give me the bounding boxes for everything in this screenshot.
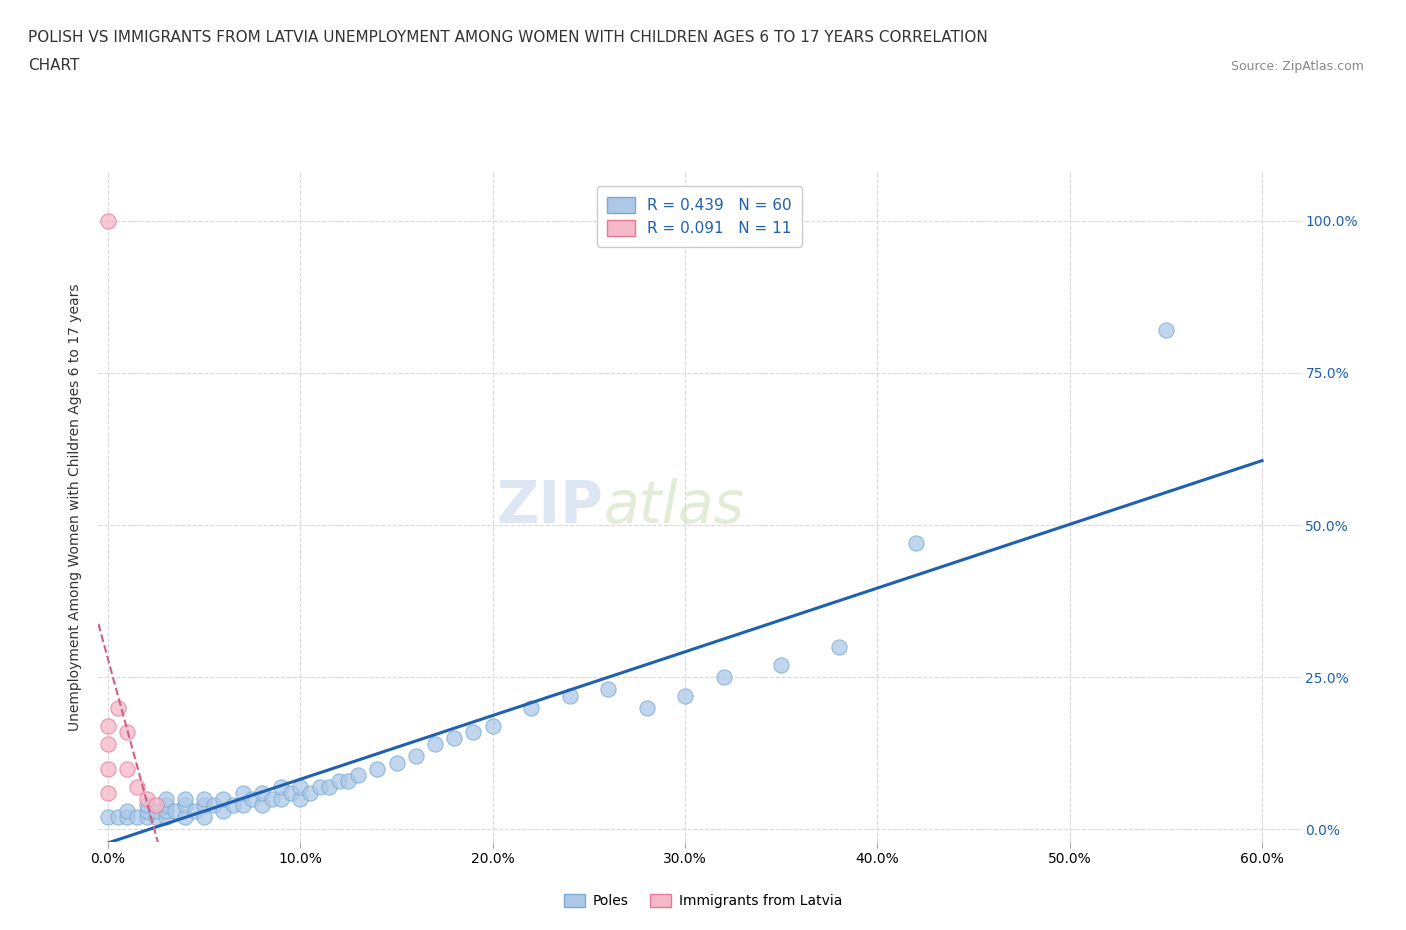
Point: [405, 749, 427, 764]
Point: [145, 810, 167, 825]
Point: [107, 700, 129, 715]
Y-axis label: Unemployment Among Women with Children Ages 6 to 17 years: Unemployment Among Women with Children A…: [69, 283, 83, 731]
Point: [174, 810, 197, 825]
Point: [598, 682, 620, 697]
Point: [290, 791, 312, 806]
Point: [250, 786, 273, 801]
Point: [260, 791, 283, 806]
Point: [770, 658, 793, 672]
Legend: R = 0.439   N = 60, R = 0.091   N = 11: R = 0.439 N = 60, R = 0.091 N = 11: [596, 186, 803, 246]
Point: [347, 767, 370, 782]
Text: atlas: atlas: [603, 478, 744, 536]
Point: [212, 791, 235, 806]
Point: [520, 700, 543, 715]
Point: [135, 791, 157, 806]
Point: [1154, 323, 1177, 338]
Point: [174, 791, 197, 806]
Point: [713, 670, 735, 684]
Point: [280, 786, 302, 801]
Point: [97, 810, 120, 825]
Point: [558, 688, 581, 703]
Point: [135, 798, 157, 813]
Point: [337, 774, 360, 789]
Point: [97, 719, 120, 734]
Point: [222, 798, 245, 813]
Point: [366, 761, 388, 776]
Point: [125, 779, 148, 794]
Point: [135, 804, 157, 818]
Point: [155, 810, 177, 825]
Point: [117, 804, 139, 818]
Point: [270, 779, 292, 794]
Point: [193, 791, 215, 806]
Point: [97, 213, 120, 228]
Point: [240, 791, 263, 806]
Point: [318, 779, 340, 794]
Point: [155, 804, 177, 818]
Point: [193, 810, 215, 825]
Point: [125, 810, 148, 825]
Point: [232, 786, 254, 801]
Point: [443, 731, 465, 746]
Point: [135, 810, 157, 825]
Point: [463, 724, 485, 739]
Point: [97, 737, 120, 751]
Point: [904, 536, 927, 551]
Point: [232, 798, 254, 813]
Point: [117, 810, 139, 825]
Point: [97, 786, 120, 801]
Point: [481, 719, 503, 734]
Point: [298, 786, 321, 801]
Point: [250, 798, 273, 813]
Point: [145, 804, 167, 818]
Legend: Poles, Immigrants from Latvia: Poles, Immigrants from Latvia: [558, 889, 848, 914]
Point: [290, 779, 312, 794]
Text: CHART: CHART: [28, 58, 80, 73]
Text: ZIP: ZIP: [496, 478, 603, 536]
Point: [828, 640, 851, 655]
Point: [328, 774, 350, 789]
Point: [155, 798, 177, 813]
Point: [423, 737, 446, 751]
Point: [212, 804, 235, 818]
Point: [117, 761, 139, 776]
Point: [183, 804, 205, 818]
Point: [673, 688, 696, 703]
Point: [145, 798, 167, 813]
Text: POLISH VS IMMIGRANTS FROM LATVIA UNEMPLOYMENT AMONG WOMEN WITH CHILDREN AGES 6 T: POLISH VS IMMIGRANTS FROM LATVIA UNEMPLO…: [28, 30, 988, 45]
Text: Source: ZipAtlas.com: Source: ZipAtlas.com: [1230, 60, 1364, 73]
Point: [97, 761, 120, 776]
Point: [385, 755, 408, 770]
Point: [270, 791, 292, 806]
Point: [636, 700, 658, 715]
Point: [308, 779, 330, 794]
Point: [117, 724, 139, 739]
Point: [107, 810, 129, 825]
Point: [202, 798, 225, 813]
Point: [193, 798, 215, 813]
Point: [155, 791, 177, 806]
Point: [165, 804, 187, 818]
Point: [174, 798, 197, 813]
